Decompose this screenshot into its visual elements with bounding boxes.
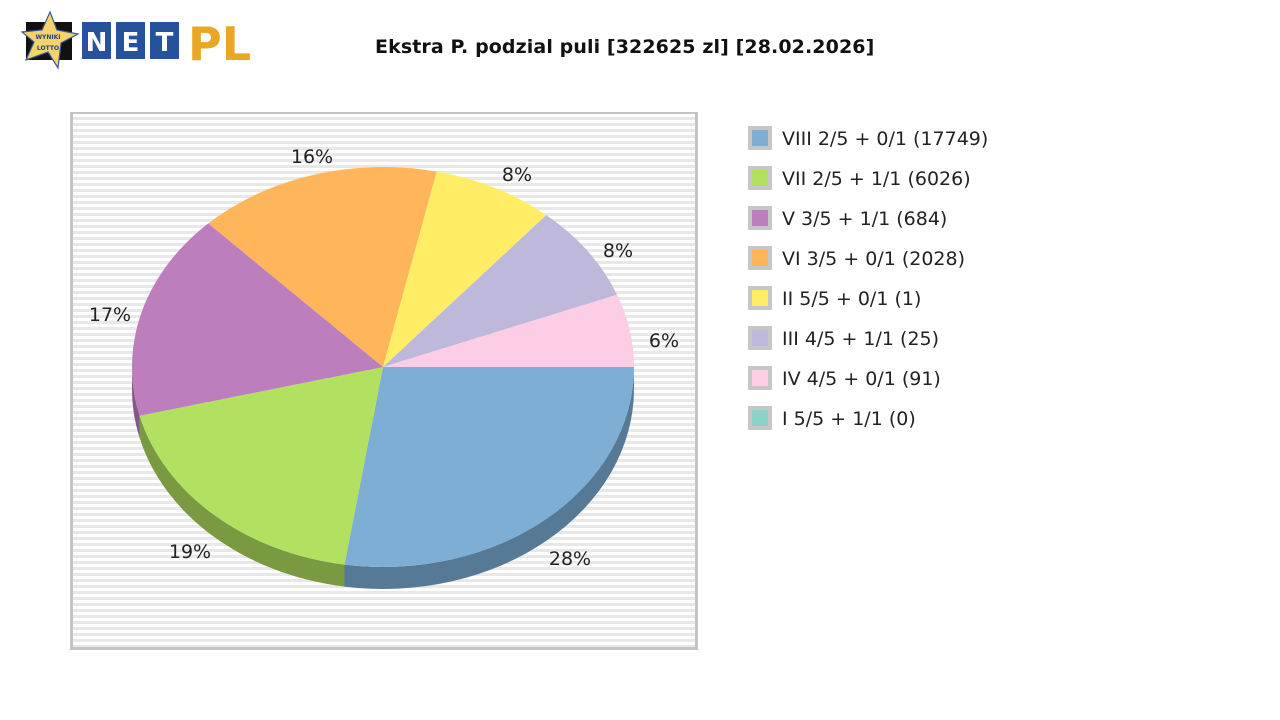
legend-swatch: [748, 166, 772, 190]
netpl-logo[interactable]: WYNIKI LOTTO N E T PL: [20, 10, 265, 72]
pie-percent-label: 16%: [291, 146, 333, 168]
pie-slice-iii[interactable]: [383, 215, 618, 367]
legend-label: VIII 2/5 + 0/1 (17749): [782, 127, 989, 150]
pie-percent-label: 17%: [89, 304, 131, 326]
pie-slice-vi[interactable]: [208, 167, 437, 367]
legend-label: III 4/5 + 1/1 (25): [782, 327, 940, 350]
legend-item-v: V 3/5 + 1/1 (684): [748, 202, 988, 242]
legend-item-ii: II 5/5 + 0/1 (1): [748, 282, 988, 322]
legend-swatch: [748, 366, 772, 390]
pie-slice-ii[interactable]: [383, 171, 547, 367]
logo-badge-top: WYNIKI: [35, 34, 60, 41]
legend-label: VI 3/5 + 0/1 (2028): [782, 247, 966, 270]
legend-label: V 3/5 + 1/1 (684): [782, 207, 948, 230]
pie-side-v: [132, 367, 140, 438]
legend-swatch: [748, 326, 772, 350]
legend-label: VII 2/5 + 1/1 (6026): [782, 167, 971, 190]
legend-item-vi: VI 3/5 + 0/1 (2028): [748, 242, 988, 282]
legend-label: II 5/5 + 0/1 (1): [782, 287, 922, 310]
legend-swatch: [748, 286, 772, 310]
pie-percent-label: 28%: [549, 548, 591, 570]
legend-label: IV 4/5 + 0/1 (91): [782, 367, 941, 390]
pie-percent-label: 19%: [169, 541, 211, 563]
pie-slice-v[interactable]: [132, 223, 383, 416]
logo-letter-t: T: [156, 28, 174, 58]
legend-swatch: [748, 206, 772, 230]
legend-item-iv: IV 4/5 + 0/1 (91): [748, 362, 988, 402]
pie-percent-labels: 28% 19% 17% 16% 8% 8% 6%: [89, 146, 679, 570]
legend-swatch: [748, 406, 772, 430]
pie-3d-sides: [132, 367, 634, 589]
legend-item-viii: VIII 2/5 + 0/1 (17749): [748, 122, 988, 162]
legend-item-i: I 5/5 + 1/1 (0): [748, 402, 988, 442]
logo-letter-e: E: [122, 28, 140, 58]
legend-item-iii: III 4/5 + 1/1 (25): [748, 322, 988, 362]
pie-slice-vii[interactable]: [139, 367, 383, 565]
logo-badge-bottom: LOTTO: [37, 45, 59, 52]
pie-percent-label: 8%: [603, 240, 633, 262]
logo-pl: PL: [188, 17, 251, 71]
legend-swatch: [748, 126, 772, 150]
pie-side-vii: [139, 415, 345, 587]
logo-graphic: WYNIKI LOTTO N E T PL: [20, 10, 251, 71]
legend-item-vii: VII 2/5 + 1/1 (6026): [748, 162, 988, 202]
legend: VIII 2/5 + 0/1 (17749) VII 2/5 + 1/1 (60…: [748, 122, 988, 442]
pie-slices: [132, 167, 634, 567]
pie-percent-label: 8%: [502, 164, 532, 186]
chart-title: Ekstra P. podzial puli [322625 zl] [28.0…: [375, 36, 875, 58]
pie-slice-viii[interactable]: [344, 367, 634, 567]
pie-slice-iv[interactable]: [383, 294, 634, 367]
legend-label: I 5/5 + 1/1 (0): [782, 407, 916, 430]
logo-letter-n: N: [86, 28, 108, 58]
pie-percent-label: 6%: [649, 330, 679, 352]
legend-swatch: [748, 246, 772, 270]
